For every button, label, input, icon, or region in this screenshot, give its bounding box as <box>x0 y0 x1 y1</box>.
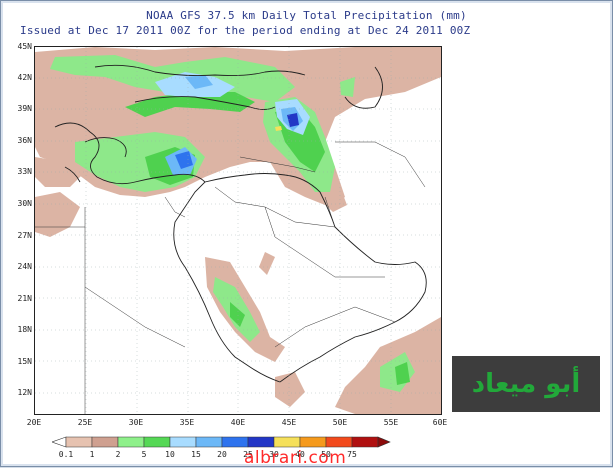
chart-title: NOAA GFS 37.5 km Daily Total Precipitati… <box>146 9 467 22</box>
legend-label: 20 <box>217 450 227 459</box>
lon-label: 30E <box>128 418 144 427</box>
legend-label: 10 <box>165 450 175 459</box>
lat-label: 21N <box>17 294 32 303</box>
lon-label: 60E <box>432 418 448 427</box>
legend-swatch <box>325 436 353 448</box>
lat-label: 30N <box>17 199 32 208</box>
lon-label: 45E <box>281 418 297 427</box>
lat-label: 36N <box>17 136 32 145</box>
legend-label: 75 <box>347 450 357 459</box>
legend-arrow-right <box>377 436 391 448</box>
lon-label: 25E <box>77 418 93 427</box>
lat-label: 12N <box>17 388 32 397</box>
chart-subtitle: Issued at Dec 17 2011 00Z for the period… <box>20 24 471 37</box>
legend-swatch <box>351 436 379 448</box>
lon-label: 20E <box>26 418 42 427</box>
legend-swatch <box>117 436 145 448</box>
logo-text: أبو ميعاد <box>471 369 581 399</box>
lat-label: 15N <box>17 357 32 366</box>
lat-label: 42N <box>17 73 32 82</box>
lat-label: 18N <box>17 325 32 334</box>
precipitation-map <box>34 46 442 415</box>
legend-label: 5 <box>142 450 147 459</box>
lat-label: 33N <box>17 167 32 176</box>
lat-label: 24N <box>17 262 32 271</box>
legend-label: 40 <box>295 450 305 459</box>
legend-arrow-left <box>52 436 67 448</box>
legend-swatch <box>299 436 327 448</box>
watermark: albrari.com <box>244 448 347 468</box>
lat-label: 27N <box>17 231 32 240</box>
legend-swatch <box>169 436 197 448</box>
country-borders <box>35 141 426 414</box>
legend-label: 25 <box>243 450 253 459</box>
legend-swatch <box>273 436 301 448</box>
map-svg <box>35 47 441 414</box>
lon-label: 55E <box>383 418 399 427</box>
legend-label: 2 <box>116 450 121 459</box>
precip-layer-blue <box>155 72 310 175</box>
lon-label: 35E <box>179 418 195 427</box>
legend-swatch <box>91 436 119 448</box>
legend-swatch <box>195 436 223 448</box>
legend-swatch <box>143 436 171 448</box>
legend-swatch <box>247 436 275 448</box>
lon-label: 50E <box>332 418 348 427</box>
legend-swatch <box>221 436 249 448</box>
legend-colorbar: 0.1 1 2 5 10 15 20 25 30 40 50 75 <box>52 436 391 459</box>
legend-label: 30 <box>269 450 279 459</box>
logo-badge: أبو ميعاد <box>452 356 600 412</box>
coastlines <box>54 64 427 383</box>
lat-label: 39N <box>17 104 32 113</box>
legend-label: 15 <box>191 450 201 459</box>
legend-label: 0.1 <box>59 450 74 459</box>
lon-label: 40E <box>230 418 246 427</box>
lat-label: 45N <box>17 42 32 51</box>
legend-label: 50 <box>321 450 331 459</box>
legend-label: 1 <box>90 450 95 459</box>
legend-swatch <box>65 436 93 448</box>
